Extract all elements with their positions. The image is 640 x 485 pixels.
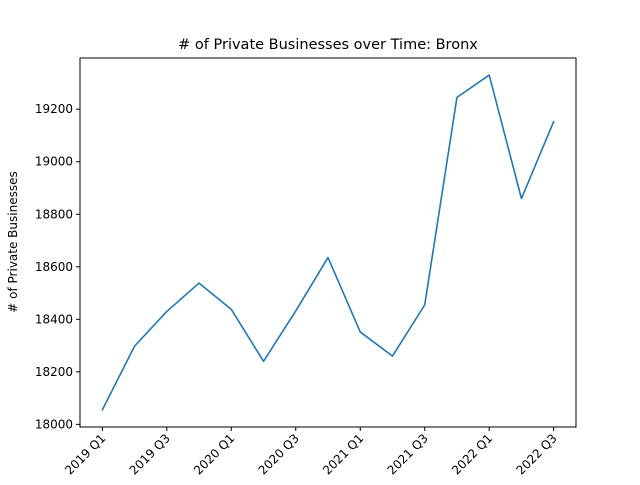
y-tick-label: 18400 <box>35 312 73 326</box>
y-tick-label: 18000 <box>35 417 73 431</box>
plot-frame <box>79 57 577 428</box>
y-axis-label: # of Private Businesses <box>6 171 20 312</box>
y-tick-label: 18800 <box>35 207 73 221</box>
y-tick-label: 18200 <box>35 365 73 379</box>
y-tick-label: 19000 <box>35 155 73 169</box>
y-tick-label: 18600 <box>35 260 73 274</box>
y-tick-label: 19200 <box>35 102 73 116</box>
chart-title: # of Private Businesses over Time: Bronx <box>178 37 478 53</box>
series-line-0 <box>101 74 555 411</box>
